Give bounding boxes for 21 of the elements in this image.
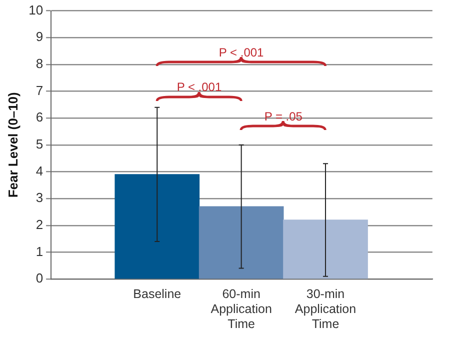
bar [114,174,200,279]
y-tick-label: 6 [36,110,44,125]
annotation: P < .001 [176,80,222,94]
y-tick-label: 0 [36,270,44,286]
annotation: P < .001 [218,45,264,60]
y-tick-label: 2 [36,216,44,232]
y-tick-label: 7 [36,82,44,98]
y-tick-label: 3 [36,190,44,206]
y-tick-label: 8 [36,56,44,72]
y-tick-label: 1 [36,244,44,259]
x-tick-label: 30-min Application Time [294,286,356,331]
x-tick-label: Baseline [133,286,182,301]
y-tick-label: 10 [28,2,44,18]
y-tick-label: 4 [36,163,44,178]
y-tick-label: 9 [36,29,44,44]
annotation: P = .05 [264,110,303,124]
bar [283,220,368,279]
bar [198,206,284,279]
x-tick-label: 60-min Application Time [210,286,272,331]
y-axis-title: Fear Level (0–10) [5,92,20,198]
y-tick-label: 5 [36,136,44,152]
